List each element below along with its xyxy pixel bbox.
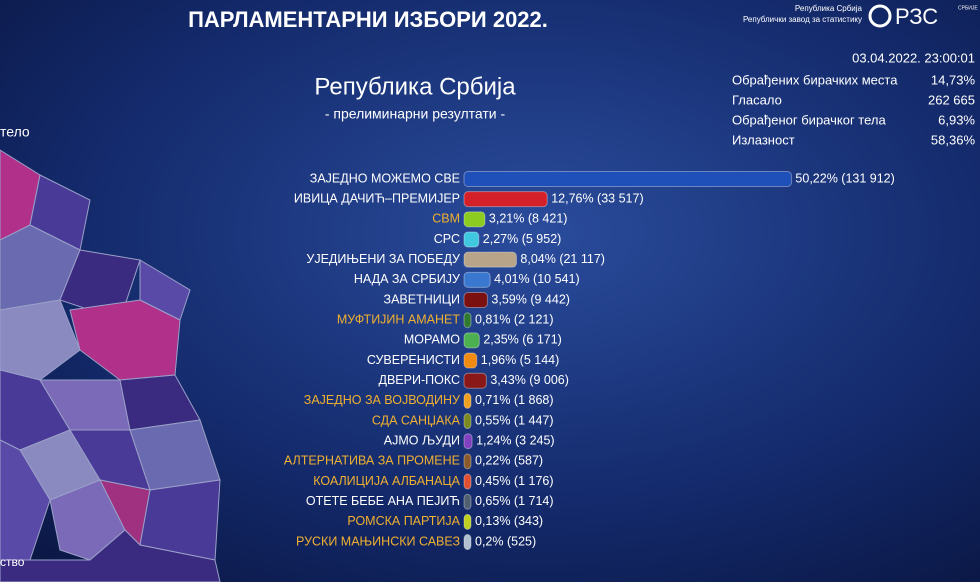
left-text: тело bbox=[0, 124, 30, 140]
bar bbox=[463, 191, 548, 208]
category-label: ЗАВЕТНИЦИ bbox=[384, 292, 460, 306]
bar bbox=[463, 473, 472, 490]
bar bbox=[463, 493, 472, 510]
org-line: Републички завод за статистику bbox=[743, 15, 862, 24]
value-label: 12,76% (33 517) bbox=[551, 191, 643, 205]
category-label: СВМ bbox=[432, 212, 460, 226]
stat-label: Обрађеног бирачког тела bbox=[732, 112, 887, 127]
category-label: МОРАМО bbox=[404, 333, 460, 347]
value-label: 1,96% (5 144) bbox=[481, 353, 560, 367]
value-label: 0,81% (2 121) bbox=[475, 312, 554, 326]
org-line: Република Србија bbox=[795, 4, 863, 13]
logo-sub: СРБИЈЕ bbox=[958, 5, 978, 11]
category-label: АЛТЕРНАТИВА ЗА ПРОМЕНЕ bbox=[284, 454, 460, 468]
bar bbox=[463, 171, 792, 187]
category-label: СРС bbox=[434, 232, 460, 246]
bar bbox=[463, 312, 472, 329]
value-label: 0,45% (1 176) bbox=[475, 474, 554, 488]
bar bbox=[463, 332, 480, 349]
left-text: ство bbox=[0, 555, 25, 569]
value-label: 3,43% (9 006) bbox=[490, 373, 569, 387]
category-label: ЗАЈЕДНО МОЖЕМО СВЕ bbox=[310, 171, 460, 185]
bar bbox=[463, 453, 472, 470]
bar bbox=[463, 251, 517, 268]
category-label: ЗАЈЕДНО ЗА ВОЈВОДИНУ bbox=[304, 393, 460, 407]
value-label: 0,65% (1 714) bbox=[475, 494, 554, 508]
category-label: РУСКИ МАЊИНСКИ САВЕЗ bbox=[296, 534, 460, 548]
category-label: ОТЕТЕ БЕБЕ АНА ПЕЈИЋ bbox=[306, 494, 460, 508]
category-label: НАДА ЗА СРБИЈУ bbox=[354, 272, 460, 286]
stat-label: Излазност bbox=[732, 132, 795, 147]
value-label: 50,22% (131 912) bbox=[795, 171, 894, 185]
bar bbox=[463, 413, 472, 430]
stat-value: 58,36% bbox=[931, 132, 976, 147]
stat-label: Гласало bbox=[732, 92, 782, 107]
stat-value: 262 665 bbox=[928, 92, 975, 107]
bar bbox=[463, 292, 488, 309]
bar bbox=[463, 231, 480, 248]
stat-label: Обрађених бирачких места bbox=[732, 72, 898, 87]
bar bbox=[463, 211, 486, 228]
header-title: ПАРЛАМЕНТАРНИ ИЗБОРИ 2022. bbox=[188, 7, 548, 32]
logo-circle bbox=[868, 4, 892, 28]
value-label: 2,35% (6 171) bbox=[483, 333, 562, 347]
map bbox=[0, 149, 221, 583]
category-label: КОАЛИЦИЈА АЛБАНАЦА bbox=[313, 474, 460, 488]
category-label: МУФТИЈИН АМАНЕТ bbox=[337, 312, 461, 326]
bar bbox=[463, 513, 472, 530]
value-label: 0,2% (525) bbox=[475, 534, 536, 548]
value-label: 2,27% (5 952) bbox=[483, 232, 562, 246]
bar bbox=[463, 534, 472, 551]
bar bbox=[463, 271, 491, 288]
bar bbox=[463, 433, 473, 450]
category-label: ИВИЦА ДАЧИЋ–ПРЕМИЈЕР bbox=[294, 191, 460, 205]
category-label: СУВЕРЕНИСТИ bbox=[367, 353, 460, 367]
category-label: РОМСКА ПАРТИЈА bbox=[347, 514, 460, 528]
value-label: 1,24% (3 245) bbox=[476, 434, 555, 448]
category-label: АЈМО ЉУДИ bbox=[384, 434, 460, 448]
logo: РЗС bbox=[895, 4, 938, 29]
value-label: 0,55% (1 447) bbox=[475, 413, 554, 427]
chart-title: Република Србија bbox=[314, 73, 516, 100]
category-label: УЈЕДИЊЕНИ ЗА ПОБЕДУ bbox=[306, 252, 460, 266]
stat-value: 14,73% bbox=[931, 72, 976, 87]
value-label: 8,04% (21 117) bbox=[520, 252, 605, 266]
value-label: 0,13% (343) bbox=[475, 514, 543, 528]
timestamp: 03.04.2022. 23:00:01 bbox=[852, 50, 975, 65]
value-label: 4,01% (10 541) bbox=[494, 272, 579, 286]
value-label: 3,21% (8 421) bbox=[489, 212, 568, 226]
value-label: 0,22% (587) bbox=[475, 454, 543, 468]
bar bbox=[463, 352, 478, 369]
chart-subtitle: - прелиминарни резултати - bbox=[325, 106, 506, 122]
category-label: СДА САНЏАКА bbox=[372, 413, 461, 427]
value-label: 0,71% (1 868) bbox=[475, 393, 554, 407]
value-label: 3,59% (9 442) bbox=[491, 292, 570, 306]
stat-value: 6,93% bbox=[938, 112, 975, 127]
category-label: ДВЕРИ-ПОКС bbox=[378, 373, 460, 387]
bar bbox=[463, 392, 472, 409]
bar bbox=[463, 372, 487, 389]
